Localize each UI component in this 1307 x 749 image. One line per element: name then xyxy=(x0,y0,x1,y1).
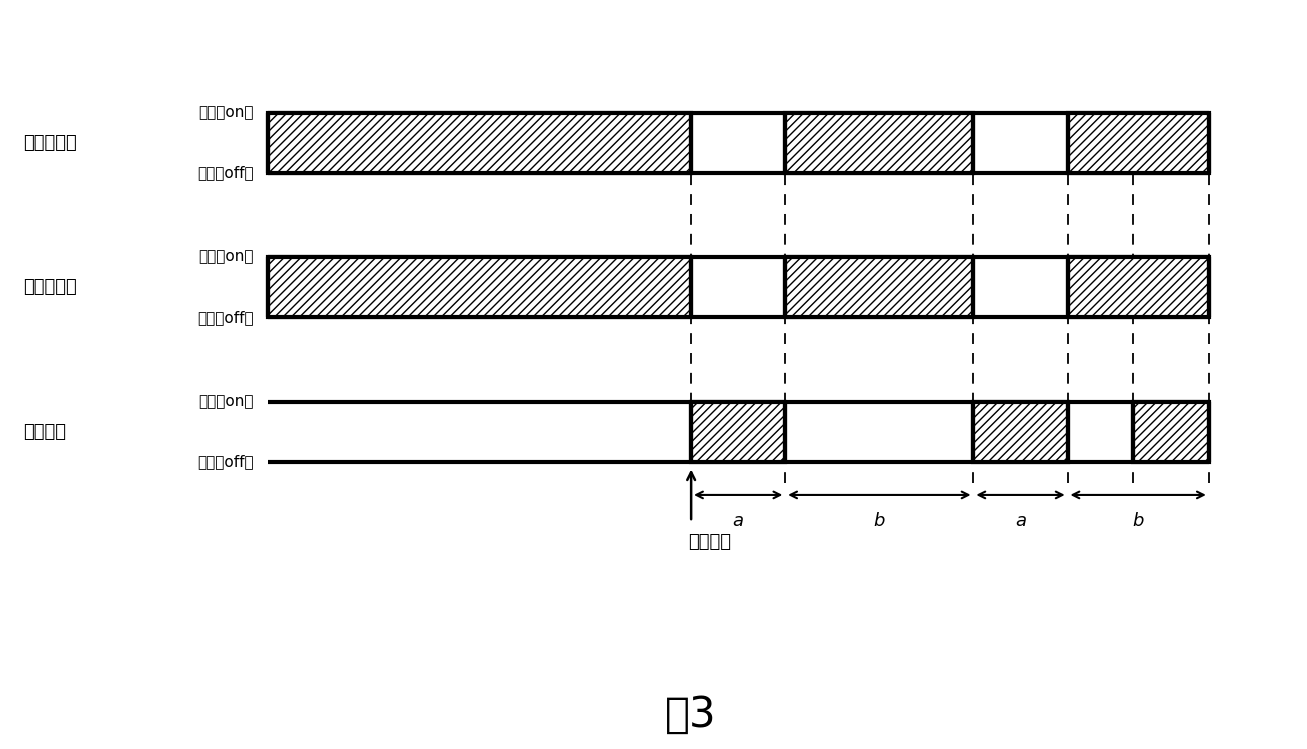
Text: b: b xyxy=(873,512,885,530)
Bar xyxy=(1133,401,1209,462)
Bar xyxy=(268,257,691,318)
Text: b: b xyxy=(1132,512,1144,530)
Text: 启动（on）: 启动（on） xyxy=(199,105,254,120)
Text: a: a xyxy=(1016,512,1026,530)
Text: 图3: 图3 xyxy=(665,694,718,736)
Bar xyxy=(691,401,786,462)
Text: 关闭（off）: 关闭（off） xyxy=(197,310,254,325)
Text: 烤架加热器: 烤架加热器 xyxy=(24,133,77,151)
Text: 风扇电机: 风扇电机 xyxy=(24,422,65,440)
Text: 启动（on）: 启动（on） xyxy=(199,249,254,264)
Bar xyxy=(786,112,974,173)
Text: a: a xyxy=(733,512,744,530)
Text: 启动（on）: 启动（on） xyxy=(199,394,254,409)
Bar xyxy=(1068,257,1209,318)
Bar xyxy=(974,401,1068,462)
Bar xyxy=(1068,112,1209,173)
Text: 对流加热器: 对流加热器 xyxy=(24,278,77,296)
Bar xyxy=(268,112,691,173)
Text: 设定温度: 设定温度 xyxy=(689,533,732,551)
Text: 关闭（off）: 关闭（off） xyxy=(197,166,254,181)
Text: 关闭（off）: 关闭（off） xyxy=(197,455,254,470)
Bar xyxy=(786,257,974,318)
